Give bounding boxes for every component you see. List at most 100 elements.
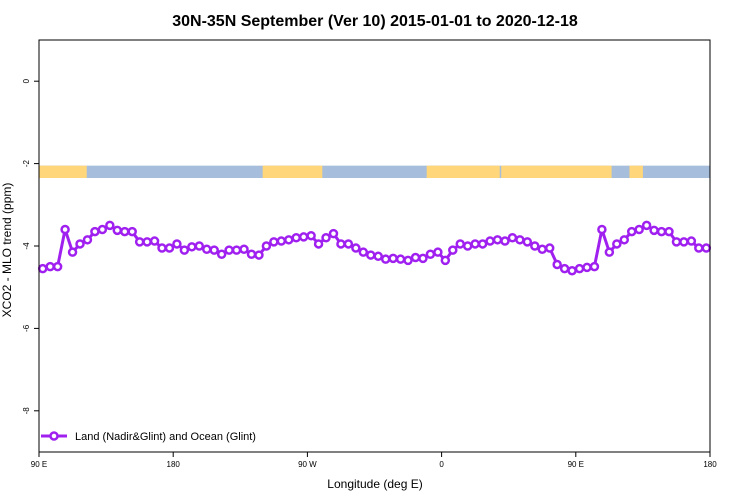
data-point: [239, 244, 249, 255]
data-point: [544, 243, 555, 253]
data-point: [522, 237, 533, 247]
data-point: [410, 252, 421, 263]
data-point: [202, 244, 212, 255]
data-point: [656, 226, 667, 237]
data-point: [179, 245, 190, 255]
y-tick-label: -2: [22, 159, 31, 167]
data-point: [269, 237, 279, 247]
data-point: [119, 226, 130, 237]
data-point: [336, 239, 346, 249]
data-point: [388, 253, 398, 264]
data-point: [537, 244, 547, 255]
data-point: [649, 225, 659, 236]
x-tick-label: 90 E: [568, 460, 584, 469]
strip-land-span: [501, 165, 612, 179]
data-point: [641, 220, 652, 231]
data-point: [127, 226, 137, 237]
data-point: [261, 241, 272, 251]
data-point: [142, 237, 152, 247]
data-point: [433, 247, 443, 257]
data-point: [574, 263, 585, 274]
x-tick-label: 0: [439, 460, 444, 469]
data-point: [634, 224, 644, 235]
x-tick-label: 90 E: [31, 460, 47, 469]
series-line: [42, 223, 707, 273]
data-point: [582, 262, 592, 273]
data-point: [567, 265, 577, 276]
data-point: [97, 224, 108, 235]
data-point: [552, 259, 562, 270]
legend-entry-label: Land (Nadir&Glint) and Ocean (Glint): [75, 431, 256, 443]
data-point: [343, 239, 354, 249]
data-point: [671, 237, 682, 247]
data-point: [216, 249, 227, 259]
x-axis-ticks: 90 E 180 90 W 0 90 E 180: [31, 452, 717, 469]
chart-title: 30N-35N September (Ver 10) 2015-01-01 to…: [172, 13, 578, 30]
data-point: [440, 255, 451, 266]
data-point: [425, 249, 436, 259]
data-point: [313, 239, 324, 249]
data-point: [134, 237, 145, 247]
strip-land-span: [426, 165, 500, 179]
data-point: [37, 263, 48, 274]
data-point: [507, 233, 518, 243]
data-point: [254, 250, 264, 260]
data-point: [45, 261, 55, 272]
y-axis-ticks: 0 -2 -4 -6 -8: [22, 78, 39, 414]
data-point: [462, 241, 473, 251]
y-tick-label: -6: [22, 324, 31, 332]
y-tick-label: 0: [22, 78, 31, 83]
legend: Land (Nadir&Glint) and Ocean (Glint): [41, 431, 256, 443]
data-point: [291, 233, 301, 243]
strip-land-span: [629, 165, 643, 179]
data-point: [284, 235, 294, 245]
x-axis-label: Longitude (deg E): [327, 477, 422, 491]
data-point: [626, 226, 637, 237]
data-point: [373, 251, 383, 262]
surface-type-strip: [39, 165, 710, 179]
data-point: [701, 243, 712, 253]
data-point: [604, 247, 615, 257]
series-points-layer: [37, 220, 712, 276]
x-tick-label: 180: [167, 460, 181, 469]
data-point: [351, 243, 361, 253]
data-point: [597, 224, 607, 235]
data-point: [75, 239, 85, 249]
data-point: [157, 243, 167, 253]
data-point: [500, 236, 510, 246]
data-point: [298, 232, 309, 242]
data-point: [612, 239, 622, 249]
data-point: [470, 239, 480, 249]
data-point: [90, 226, 100, 237]
legend-marker-swatch: [49, 431, 59, 441]
data-point: [105, 220, 115, 231]
data-point: [246, 249, 257, 259]
data-point: [686, 236, 697, 246]
data-point: [194, 241, 205, 251]
data-point: [530, 241, 540, 251]
data-point: [149, 236, 160, 246]
data-point: [67, 247, 78, 257]
data-point: [477, 239, 488, 249]
data-point: [492, 235, 503, 245]
data-point: [448, 245, 458, 255]
x-tick-label: 90 W: [298, 460, 317, 469]
data-point: [679, 237, 689, 247]
data-point: [380, 254, 391, 264]
data-point: [112, 225, 123, 236]
strip-land-span: [262, 165, 323, 179]
y-axis-label: XCO2 - MLO trend (ppm): [0, 183, 14, 318]
series-line-layer: [42, 223, 707, 273]
data-point: [366, 250, 376, 260]
data-point: [403, 255, 413, 266]
data-point: [418, 253, 428, 264]
data-point: [276, 236, 287, 246]
data-point: [82, 235, 93, 245]
data-point: [187, 242, 197, 252]
y-tick-label: -4: [22, 242, 31, 250]
data-point: [455, 239, 465, 249]
data-point: [224, 245, 234, 255]
data-point: [559, 263, 570, 274]
data-point: [358, 247, 369, 257]
